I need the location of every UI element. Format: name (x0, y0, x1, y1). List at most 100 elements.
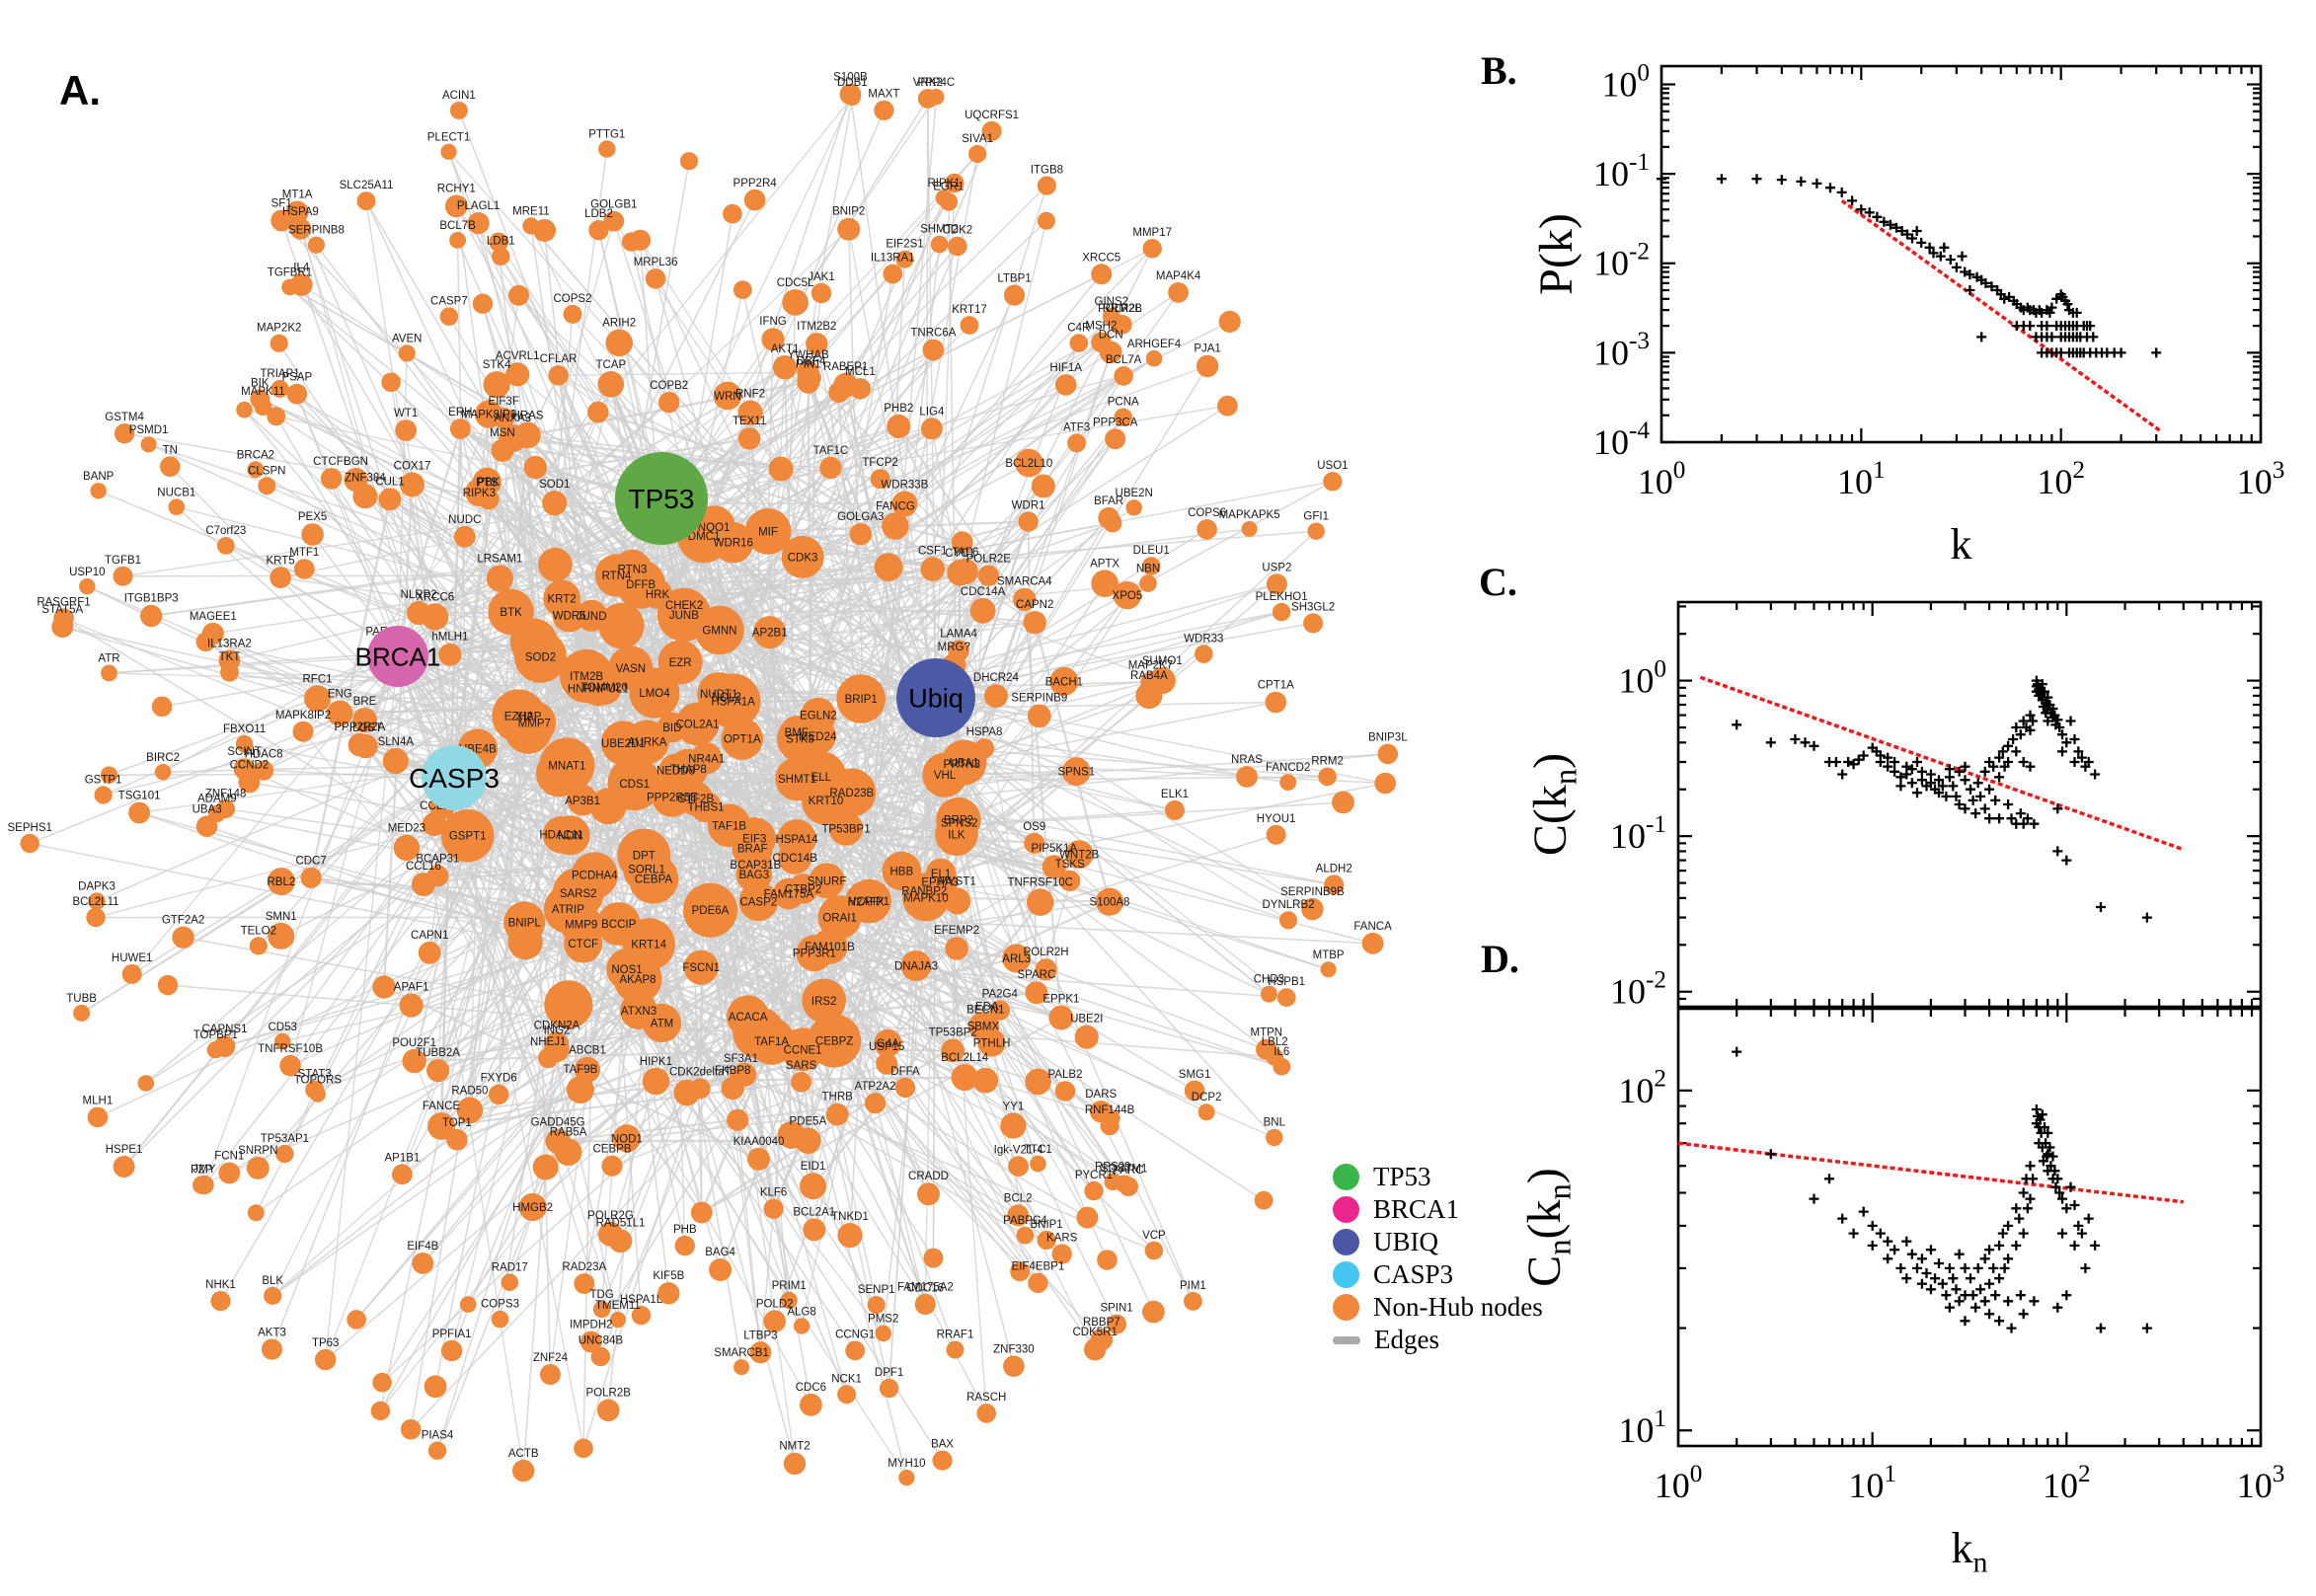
gene-label: DPF1 (875, 1367, 903, 1379)
gene-label: FANCE (423, 1101, 461, 1112)
gene-label: TNFRSF10B (258, 1043, 323, 1055)
gene-label: ATXN3 (621, 1006, 656, 1018)
network-node (646, 268, 666, 289)
network-node (574, 1439, 593, 1459)
network-node (491, 439, 513, 462)
gene-label: H2AFX (848, 897, 885, 909)
gene-label: WDR1 (1012, 499, 1045, 511)
network-node (845, 1341, 865, 1361)
gene-label: EL1 (931, 869, 951, 880)
gene-label: LIG4 (919, 406, 945, 418)
network-node (1318, 768, 1337, 787)
gene-label: PRIM1 (772, 1280, 807, 1292)
gene-label: BACH1 (1045, 676, 1083, 688)
gene-label: TNRC6A (910, 328, 956, 340)
gene-label: SOD1 (539, 479, 570, 491)
legend-node-swatch (1333, 1196, 1359, 1223)
gene-label: WDR33 (1184, 633, 1223, 645)
network-node (1146, 350, 1163, 367)
network-node (673, 1080, 700, 1106)
network-node (412, 873, 435, 896)
network-node (21, 834, 39, 853)
gene-label: POLR2L (1098, 303, 1142, 315)
network-node (301, 523, 324, 546)
gene-label: BRIP1 (845, 694, 878, 706)
gene-label: KRT5 (266, 555, 294, 567)
network-node (1119, 1177, 1138, 1196)
gene-label: SPARC (1018, 969, 1056, 981)
gene-label: PPP2R4 (733, 178, 778, 190)
y-tick-label: 10-2 (1593, 239, 1650, 283)
gene-label: FXYD6 (481, 1073, 517, 1085)
gene-label: UNC84B (579, 1335, 624, 1347)
network-node (315, 1349, 336, 1370)
network-node (895, 1078, 915, 1098)
gene-label: APTX (1090, 558, 1119, 570)
gene-label: TEX11 (733, 416, 766, 427)
gene-label: RAD23A (562, 1261, 606, 1273)
gene-label: AKT3 (258, 1328, 286, 1339)
gene-label: MAPK11 (241, 386, 285, 398)
network-node (978, 566, 999, 586)
gene-label: TGFB1 (105, 555, 141, 567)
network-node (880, 1379, 898, 1398)
legend-label: TP53 (1373, 1162, 1431, 1192)
gene-label: NMT2 (779, 1441, 810, 1453)
gene-label: TAF1B (712, 820, 746, 832)
gene-label: YY1 (1003, 1101, 1025, 1112)
gene-label: C4R (1067, 322, 1090, 334)
gene-label: THRB (822, 1092, 854, 1103)
network-node (1308, 523, 1325, 540)
network-node (1279, 911, 1297, 929)
gene-label: UBE2I (1070, 1014, 1103, 1026)
gene-label: AP3B1 (565, 796, 600, 807)
x-axis-title: k (1951, 520, 1972, 569)
gene-label: SLN4A (378, 736, 415, 748)
gene-label: SEPHS1 (8, 822, 52, 834)
gene-label: ARL3 (1002, 953, 1031, 965)
gene-label: ATM (651, 1019, 673, 1030)
gene-label: TELO2 (241, 925, 276, 937)
network-node (138, 1075, 155, 1092)
gene-label: SOD2 (525, 651, 556, 663)
network-node (915, 1294, 936, 1315)
gene-label: PPP4C (917, 77, 955, 89)
network-node (1266, 1129, 1282, 1146)
gene-label: PPP3R1 (793, 949, 836, 960)
gene-label: EIF4B (407, 1241, 438, 1253)
network-node (372, 1373, 392, 1393)
network-node (294, 559, 315, 579)
network-node (86, 908, 105, 927)
network-edges (30, 95, 1388, 1479)
gene-label: IL13RA2 (207, 638, 252, 649)
gene-label: RIPK1 (927, 178, 960, 190)
gene-label: HSPA14 (775, 834, 818, 846)
gene-label: PSMD1 (129, 424, 169, 436)
network-node (542, 491, 567, 515)
network-node (868, 1296, 886, 1314)
gene-label: FSCN1 (682, 962, 720, 974)
network-node (141, 436, 157, 452)
gene-label: TKT (219, 651, 241, 663)
network-node (401, 1419, 422, 1440)
network-node (769, 457, 794, 482)
gene-label: ERH (448, 407, 472, 418)
gene-label: OPT1A (724, 734, 761, 746)
network-node (533, 219, 556, 242)
gene-label: PIP5K1A (1031, 843, 1077, 855)
network-node (733, 1359, 749, 1375)
gene-label: STK3 (786, 734, 814, 746)
network-node (270, 567, 291, 588)
gene-label: NHK1 (205, 1279, 236, 1291)
gene-label: BCAP31B (730, 860, 781, 872)
network-node (811, 283, 831, 303)
gene-label: CD53 (268, 1022, 296, 1033)
gene-label: SARS2 (560, 888, 597, 900)
gene-label: FANCA (1353, 921, 1392, 933)
gene-label: SPNS2 (941, 818, 978, 830)
network-node (88, 1107, 109, 1128)
gene-label: CTCFL (313, 456, 350, 468)
gene-label: RASGRF1 (37, 596, 90, 608)
